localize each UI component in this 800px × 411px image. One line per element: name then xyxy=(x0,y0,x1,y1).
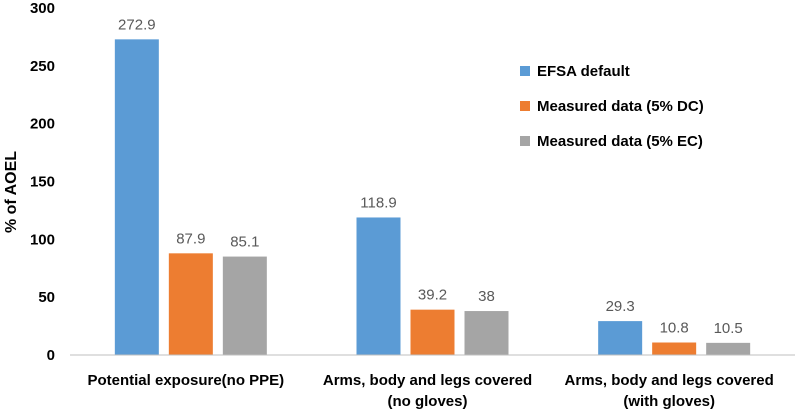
y-tick-label: 200 xyxy=(30,116,55,133)
category-labels: Potential exposure(no PPE) Arms, body and… xyxy=(87,372,773,410)
legend-label: Measured data (5% EC) xyxy=(537,133,703,150)
data-label: 85.1 xyxy=(230,234,259,251)
legend-swatch xyxy=(520,66,530,76)
y-tick-label: 100 xyxy=(30,231,55,248)
y-tick-label: 150 xyxy=(30,174,55,191)
legend-swatch xyxy=(520,136,530,146)
category-label: Arms, body and legs covered xyxy=(565,372,774,389)
bar xyxy=(168,253,213,355)
data-label: 38 xyxy=(478,288,495,305)
data-label: 39.2 xyxy=(418,287,447,304)
legend-swatch xyxy=(520,101,530,111)
category-label: Potential exposure(no PPE) xyxy=(87,372,284,389)
y-tick-label: 250 xyxy=(30,58,55,75)
bar xyxy=(652,342,697,355)
bar xyxy=(356,217,401,355)
legend: EFSA default Measured data (5% DC) Measure… xyxy=(520,63,704,150)
category-label: Arms, body and legs covered xyxy=(323,372,532,389)
bar xyxy=(464,311,509,355)
y-axis-title: % of AOEL xyxy=(3,151,20,233)
y-tick-label: 0 xyxy=(47,347,55,364)
data-label: 118.9 xyxy=(360,194,396,211)
y-tick-label: 50 xyxy=(38,289,55,306)
y-tick-label: 300 xyxy=(30,0,55,17)
bar xyxy=(598,321,643,355)
data-label: 29.3 xyxy=(606,298,635,315)
category-label: (with gloves) xyxy=(623,393,715,410)
legend-label: EFSA default xyxy=(537,63,630,80)
bar xyxy=(222,256,267,355)
data-label: 272.9 xyxy=(118,16,156,33)
data-label: 10.8 xyxy=(660,320,689,337)
category-label: (no gloves) xyxy=(387,393,467,410)
legend-label: Measured data (5% DC) xyxy=(537,98,704,115)
bar xyxy=(114,39,159,355)
data-label: 10.5 xyxy=(714,320,743,337)
bars xyxy=(114,39,751,355)
data-label: 87.9 xyxy=(176,230,205,247)
bar xyxy=(706,342,751,355)
bar xyxy=(410,309,455,355)
y-axis-ticks: 0 50 100 150 200 250 300 xyxy=(30,0,55,364)
data-labels: 272.9 87.9 85.1 118.9 39.2 38 29.3 10.8 10.5 xyxy=(118,16,743,337)
